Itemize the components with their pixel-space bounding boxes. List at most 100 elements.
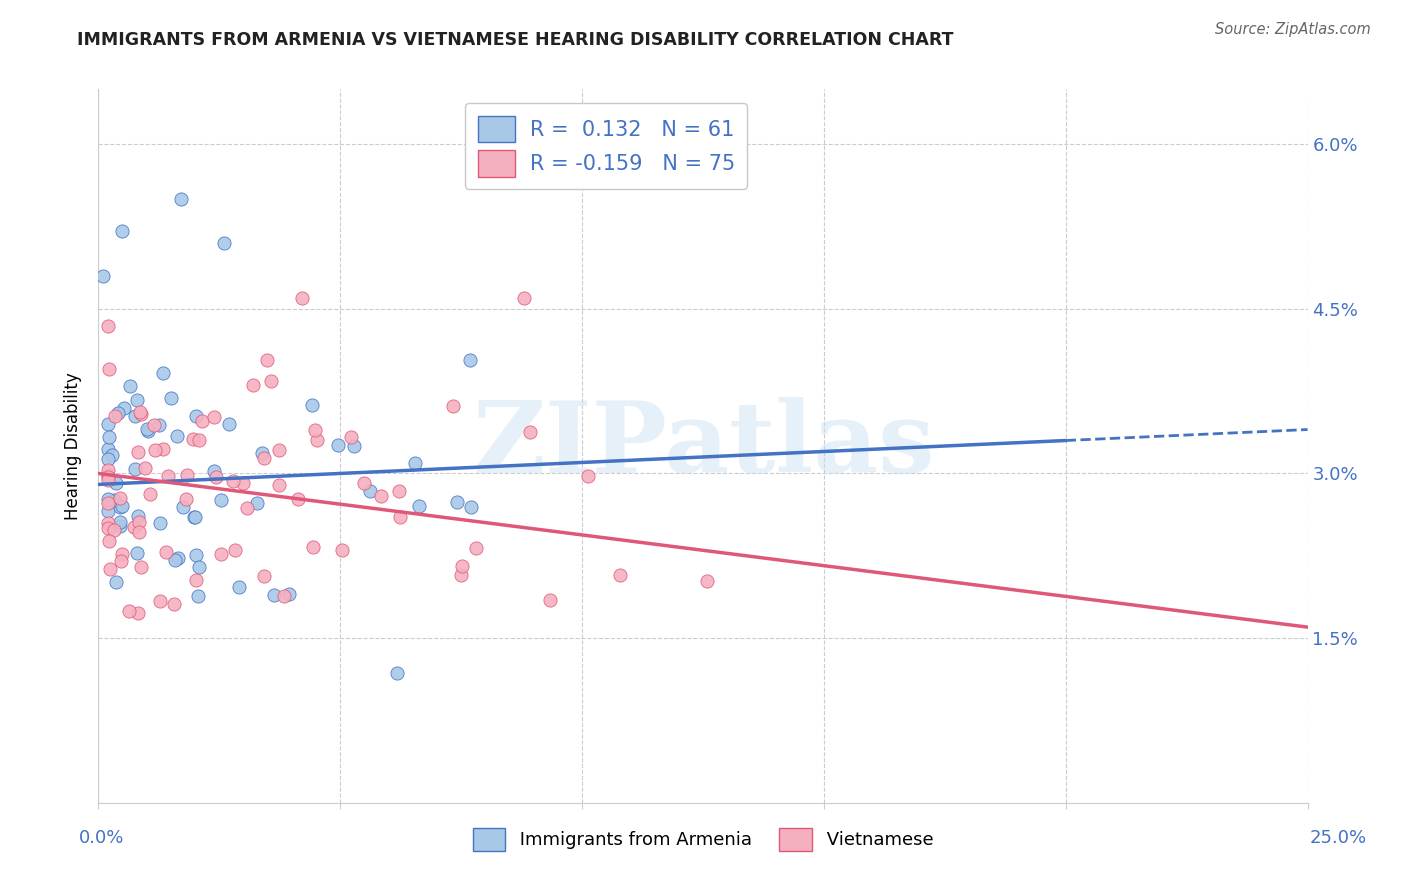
Point — [202, 464, 225, 478]
Point — [112, 401, 135, 415]
Point — [187, 434, 209, 448]
Point — [184, 548, 207, 562]
Point — [97, 504, 120, 518]
Point — [246, 496, 269, 510]
Point — [136, 422, 159, 436]
Point — [184, 509, 207, 524]
Point — [404, 456, 426, 470]
Point — [97, 442, 120, 457]
Point — [187, 590, 209, 604]
Point — [277, 587, 299, 601]
Point — [186, 573, 208, 587]
Point — [111, 224, 134, 238]
Point — [125, 546, 148, 560]
Point — [339, 430, 361, 444]
Point — [104, 409, 127, 423]
Point — [232, 475, 254, 490]
Point — [97, 452, 120, 467]
Point — [224, 543, 246, 558]
Point — [287, 491, 309, 506]
Text: Source: ZipAtlas.com: Source: ZipAtlas.com — [1215, 22, 1371, 37]
Point — [359, 484, 381, 499]
Point — [446, 494, 468, 508]
Point — [326, 438, 349, 452]
Point — [205, 470, 228, 484]
Point — [209, 547, 232, 561]
Point — [190, 414, 212, 428]
Point — [108, 491, 131, 505]
Point — [152, 442, 174, 456]
Text: ZIPatlas: ZIPatlas — [472, 398, 934, 494]
Point — [576, 468, 599, 483]
Point — [250, 446, 273, 460]
Point — [143, 442, 166, 457]
Point — [125, 392, 148, 407]
Point — [242, 378, 264, 392]
Point — [172, 500, 194, 515]
Text: 25.0%: 25.0% — [1310, 829, 1367, 847]
Point — [156, 469, 179, 483]
Point — [138, 424, 160, 438]
Point — [186, 409, 208, 424]
Point — [127, 508, 149, 523]
Point — [122, 520, 145, 534]
Point — [101, 448, 124, 462]
Point — [353, 475, 375, 490]
Point — [97, 516, 120, 530]
Point — [160, 392, 183, 406]
Point — [118, 604, 141, 618]
Point — [253, 451, 276, 466]
Point — [181, 432, 204, 446]
Point — [253, 569, 276, 583]
Point — [222, 474, 245, 488]
Point — [256, 352, 278, 367]
Point — [441, 400, 464, 414]
Point — [98, 561, 121, 575]
Point — [305, 434, 328, 448]
Point — [451, 558, 474, 573]
Point — [124, 409, 146, 424]
Point — [465, 541, 488, 555]
Point — [97, 362, 120, 376]
Point — [97, 417, 120, 432]
Point — [108, 515, 131, 529]
Point — [128, 405, 150, 419]
Point — [458, 352, 481, 367]
Point — [218, 417, 240, 431]
Point — [343, 439, 366, 453]
Point — [304, 423, 326, 437]
Point — [97, 492, 120, 507]
Point — [202, 409, 225, 424]
Point — [134, 460, 156, 475]
Text: 0.0%: 0.0% — [79, 829, 124, 847]
Point — [143, 417, 166, 432]
Point — [103, 493, 125, 508]
Point — [188, 559, 211, 574]
Point — [388, 483, 411, 498]
Point — [269, 442, 291, 457]
Point — [260, 374, 283, 388]
Point — [127, 444, 149, 458]
Point — [176, 468, 198, 483]
Legend:  Immigrants from Armenia,  Vietnamese: Immigrants from Armenia, Vietnamese — [465, 821, 941, 858]
Point — [108, 518, 131, 533]
Point — [129, 559, 152, 574]
Point — [98, 430, 121, 444]
Point — [149, 593, 172, 607]
Point — [97, 470, 120, 484]
Point — [110, 554, 132, 568]
Point — [152, 366, 174, 380]
Point — [267, 478, 290, 492]
Point — [111, 548, 134, 562]
Point — [128, 516, 150, 530]
Point — [330, 542, 353, 557]
Point — [273, 590, 295, 604]
Point — [166, 550, 188, 565]
Point — [128, 524, 150, 539]
Point — [127, 606, 149, 620]
Point — [107, 406, 129, 420]
Point — [103, 524, 125, 538]
Point — [460, 500, 482, 515]
Point — [166, 428, 188, 442]
Point — [302, 540, 325, 554]
